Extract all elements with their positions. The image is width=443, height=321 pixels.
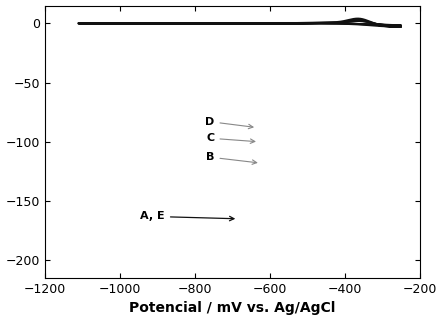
Text: B: B — [206, 152, 256, 164]
Text: D: D — [205, 117, 253, 129]
X-axis label: Potencial / mV vs. Ag/AgCl: Potencial / mV vs. Ag/AgCl — [129, 301, 336, 316]
Text: A, E: A, E — [140, 212, 234, 221]
Text: C: C — [206, 133, 255, 143]
